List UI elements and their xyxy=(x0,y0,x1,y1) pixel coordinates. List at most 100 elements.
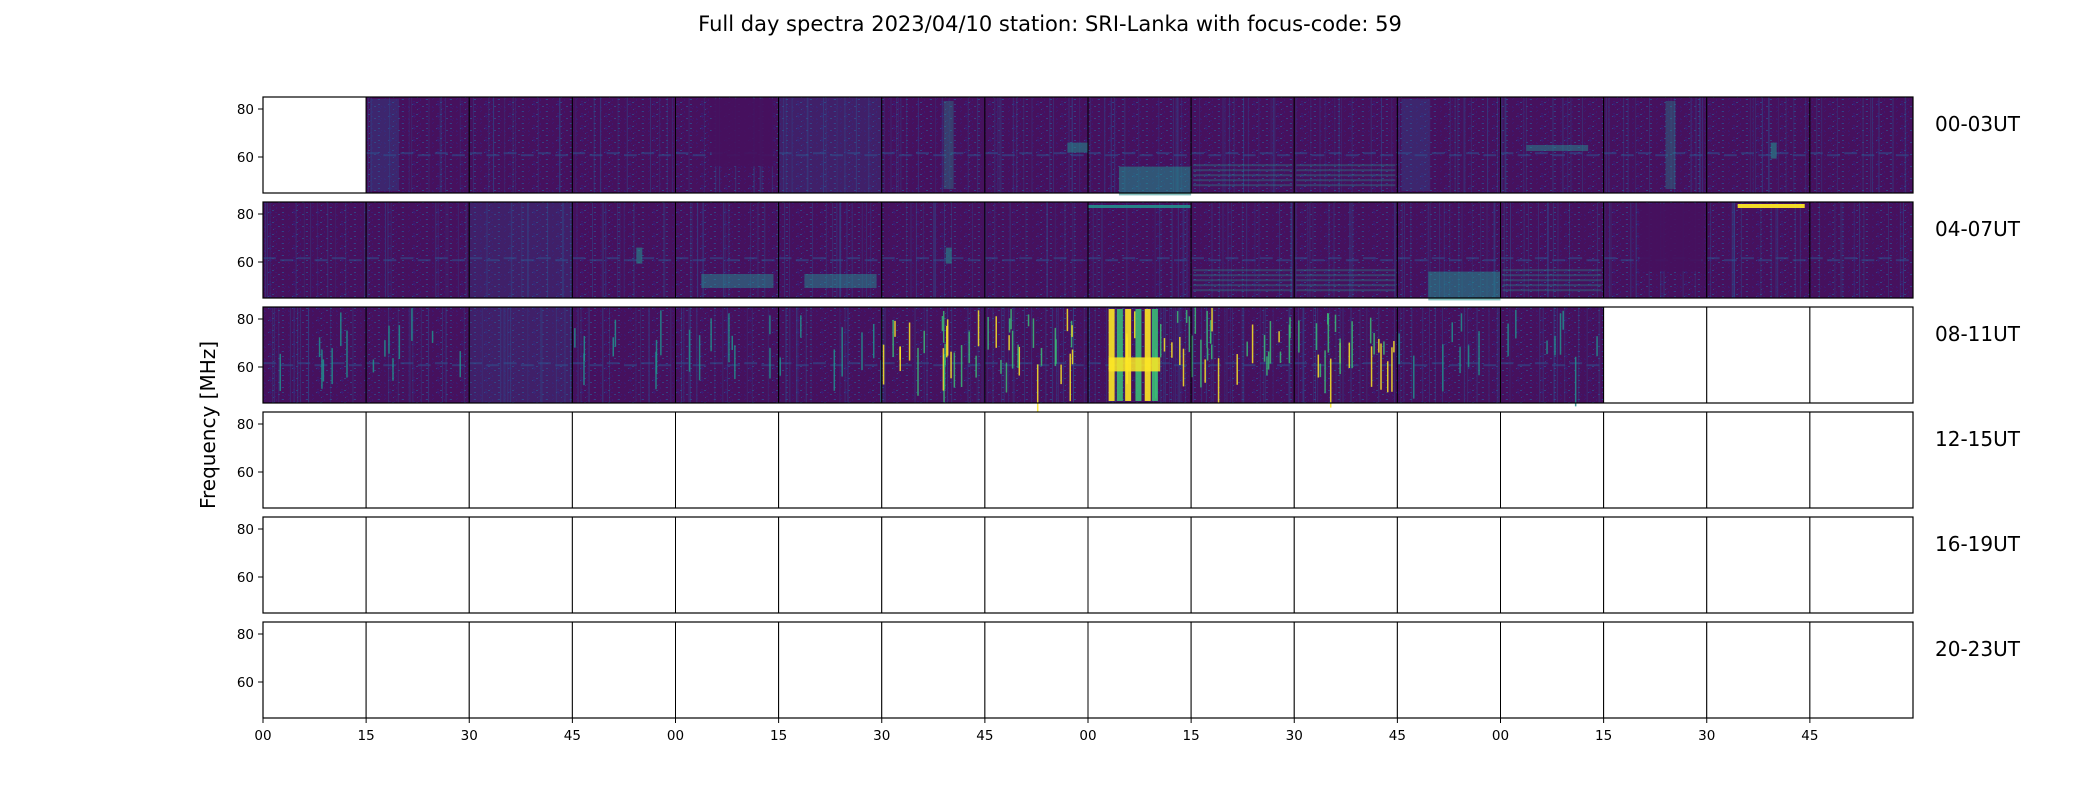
spectrum-panel xyxy=(468,621,573,719)
spectrum-panel xyxy=(1190,621,1295,719)
spectrum-panel xyxy=(1706,96,1811,194)
spectrum-panel xyxy=(1293,516,1398,614)
spectrum-panel xyxy=(1087,516,1192,614)
x-tick-label: 45 xyxy=(1801,728,1818,744)
y-tick-label: 60 xyxy=(237,360,254,376)
spectrum-panel xyxy=(571,516,676,614)
spectrum-panel xyxy=(881,411,986,509)
x-tick-label: 45 xyxy=(976,728,993,744)
spectrum-panel xyxy=(1293,621,1398,719)
chart-title: Full day spectra 2023/04/10 station: SRI… xyxy=(698,12,1402,36)
x-tick-label: 00 xyxy=(667,728,684,744)
spectrum-panel xyxy=(675,621,780,719)
spectrum-panel xyxy=(1603,621,1708,719)
spectrum-panel xyxy=(1293,411,1398,509)
spectra-row: 08-11UT 80 60 xyxy=(237,306,2021,413)
spectrum-panel xyxy=(1603,516,1708,614)
spectra-row: 12-15UT 80 60 xyxy=(237,411,2021,509)
spectrum-panel xyxy=(675,516,780,614)
spectrum-panel xyxy=(984,201,1089,299)
y-tick-label: 80 xyxy=(237,207,254,223)
spectra-row: 20-23UT 80 60 xyxy=(237,621,2021,719)
x-tick-label: 15 xyxy=(1183,728,1200,744)
spectrum-panel xyxy=(778,306,883,404)
spectrum-panel xyxy=(984,411,1089,509)
spectrum-panel xyxy=(1190,411,1295,509)
y-tick-label: 80 xyxy=(237,522,254,538)
spectrum-panel xyxy=(1706,411,1811,509)
x-axis-ticks: 00 15 30 45 00 15 30 45 00 15 30 45 00 15 30 45 xyxy=(254,718,1818,744)
spectrum-panel xyxy=(881,621,986,719)
x-tick-label: 00 xyxy=(254,728,271,744)
spectrum-panel xyxy=(1809,411,1914,509)
spectrum-panel xyxy=(1603,96,1708,194)
spectrum-panel xyxy=(262,621,367,719)
y-tick-label: 60 xyxy=(237,675,254,691)
spectrum-panel xyxy=(365,516,470,614)
x-tick-label: 30 xyxy=(873,728,890,744)
y-tick-label: 60 xyxy=(237,465,254,481)
x-tick-label: 30 xyxy=(1286,728,1303,744)
spectrum-panel xyxy=(262,306,368,404)
spectrum-panel xyxy=(365,96,470,194)
spectrum-panel xyxy=(778,201,883,299)
spectrum-panel xyxy=(881,96,986,194)
spectrum-panel xyxy=(984,96,1089,194)
spectrum-panel xyxy=(1087,201,1192,299)
spectra-row: 00-03UT 80 60 xyxy=(237,96,2021,196)
y-axis-label: Frequency [MHz] xyxy=(196,341,220,509)
spectrum-panel xyxy=(1809,201,1914,299)
spectrum-panel xyxy=(1396,201,1501,301)
spectrum-panel xyxy=(1706,201,1811,299)
spectrum-panel xyxy=(1396,516,1501,614)
y-tick-label: 60 xyxy=(237,570,254,586)
spectrum-panel xyxy=(1500,306,1605,407)
spectrum-panel xyxy=(1500,621,1605,719)
y-tick-label: 60 xyxy=(237,150,254,166)
spectrum-panel xyxy=(468,516,573,614)
row-time-label: 08-11UT xyxy=(1935,322,2021,346)
spectrum-panel xyxy=(1500,201,1605,299)
spectrum-panel xyxy=(1500,516,1605,614)
spectrum-panel xyxy=(984,306,1089,413)
spectrum-panel xyxy=(1190,306,1295,404)
x-tick-label: 45 xyxy=(564,728,581,744)
spectrum-panel xyxy=(468,306,573,404)
spectrum-panel xyxy=(1603,201,1708,299)
spectra-row: 16-19UT 80 60 xyxy=(237,516,2021,614)
spectrum-panel xyxy=(365,411,470,509)
spectrum-panel xyxy=(1809,516,1914,614)
spectrum-panel xyxy=(365,306,470,404)
spectrum-panel xyxy=(778,411,883,509)
x-tick-label: 00 xyxy=(1492,728,1509,744)
spectrum-panel xyxy=(1706,621,1811,719)
spectrum-panel xyxy=(1396,411,1501,509)
spectrum-panel xyxy=(571,411,676,509)
spectrum-panel xyxy=(984,621,1089,719)
x-tick-label: 00 xyxy=(1079,728,1096,744)
spectrum-panel xyxy=(365,201,470,299)
row-time-label: 20-23UT xyxy=(1935,637,2021,661)
spectrum-panel xyxy=(675,306,780,404)
spectrum-panel xyxy=(571,621,676,719)
spectrum-panel xyxy=(778,96,883,194)
row-time-label: 12-15UT xyxy=(1935,427,2021,451)
spectrum-panel xyxy=(468,411,573,509)
spectrum-panel xyxy=(1809,96,1914,194)
spectrum-panel xyxy=(365,621,470,719)
spectrum-panel xyxy=(1706,516,1811,614)
spectrum-panel xyxy=(1603,306,1708,404)
spectrum-panel xyxy=(675,96,780,194)
spectrum-panel xyxy=(571,201,676,299)
spectrum-panel xyxy=(571,96,676,194)
spectrum-panel xyxy=(1396,96,1501,194)
spectrum-panel xyxy=(1087,621,1192,719)
spectrum-panel xyxy=(778,516,883,614)
spectrum-panel xyxy=(881,201,986,299)
spectra-row: 04-07UT 80 60 xyxy=(237,201,2021,301)
spectrum-panel xyxy=(262,96,367,194)
spectrum-panel xyxy=(1603,411,1708,509)
spectrum-panel xyxy=(778,621,883,719)
spectrum-panel xyxy=(1500,96,1605,194)
spectra-rows: 00-03UT806004-07UT806008-11UT806012-15UT… xyxy=(237,96,2021,719)
